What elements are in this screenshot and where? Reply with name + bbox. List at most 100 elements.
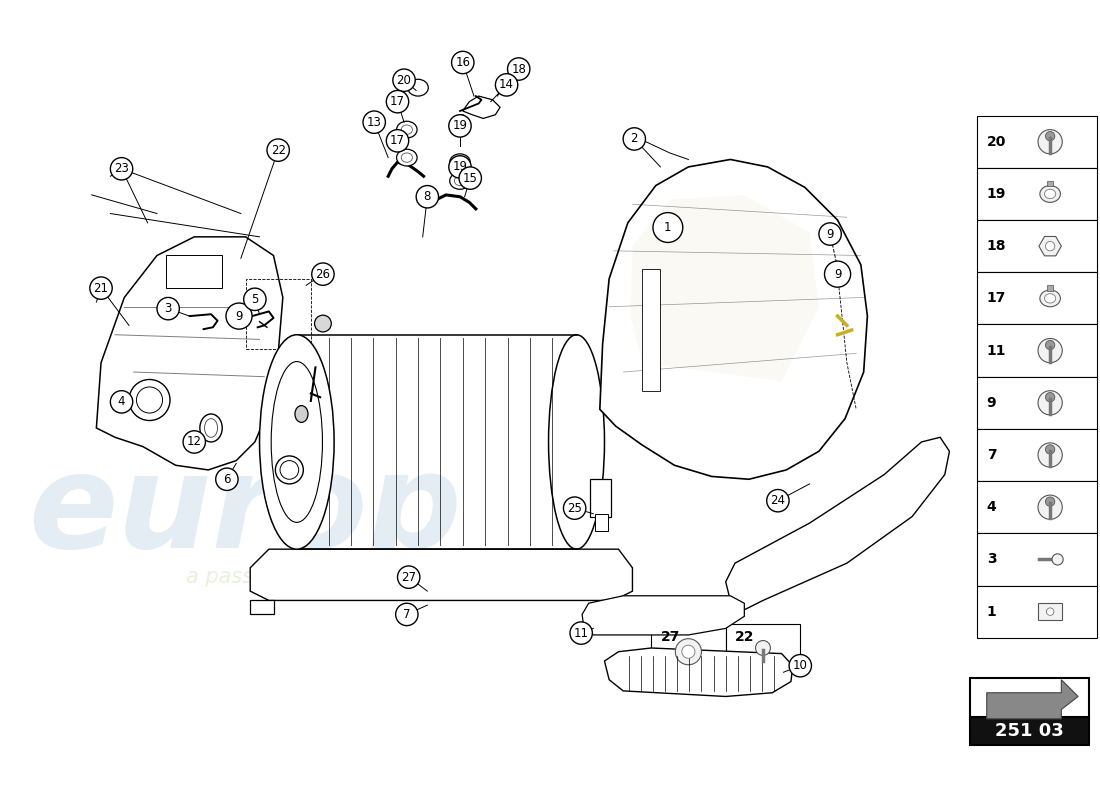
Ellipse shape bbox=[1045, 190, 1056, 198]
Text: 4: 4 bbox=[118, 395, 125, 408]
Ellipse shape bbox=[200, 414, 222, 442]
Circle shape bbox=[1045, 131, 1055, 141]
Text: 18: 18 bbox=[987, 239, 1007, 253]
Text: 9: 9 bbox=[987, 396, 997, 410]
Circle shape bbox=[507, 58, 530, 80]
Text: 23: 23 bbox=[114, 162, 129, 175]
Text: 22: 22 bbox=[735, 630, 755, 644]
Bar bbox=[978, 325, 1097, 377]
Circle shape bbox=[157, 298, 179, 320]
Circle shape bbox=[416, 186, 439, 208]
Polygon shape bbox=[630, 195, 818, 382]
Text: 14: 14 bbox=[499, 78, 514, 91]
Bar bbox=[978, 534, 1097, 586]
Polygon shape bbox=[463, 96, 500, 118]
Ellipse shape bbox=[1040, 186, 1060, 202]
Bar bbox=[978, 272, 1097, 325]
Text: 21: 21 bbox=[94, 282, 109, 294]
Text: 11: 11 bbox=[574, 626, 589, 639]
Bar bbox=[651, 624, 726, 672]
Bar bbox=[166, 255, 222, 288]
Text: a passion for parts since 1985: a passion for parts since 1985 bbox=[186, 567, 500, 587]
Circle shape bbox=[1038, 443, 1063, 467]
Text: 16: 16 bbox=[455, 56, 471, 69]
Text: 13: 13 bbox=[366, 116, 382, 129]
Bar bbox=[978, 220, 1097, 272]
Text: 11: 11 bbox=[987, 343, 1007, 358]
Text: 3: 3 bbox=[165, 302, 172, 315]
Polygon shape bbox=[582, 596, 745, 635]
Ellipse shape bbox=[280, 461, 299, 479]
Text: 12: 12 bbox=[187, 435, 201, 449]
Ellipse shape bbox=[397, 150, 417, 166]
Ellipse shape bbox=[450, 154, 470, 170]
Polygon shape bbox=[1038, 237, 1061, 256]
Ellipse shape bbox=[295, 406, 308, 422]
Polygon shape bbox=[641, 270, 660, 390]
Circle shape bbox=[1038, 338, 1063, 362]
Circle shape bbox=[216, 468, 238, 490]
Bar bbox=[978, 429, 1097, 481]
Circle shape bbox=[1045, 242, 1055, 251]
Circle shape bbox=[226, 303, 252, 329]
Ellipse shape bbox=[402, 125, 412, 134]
Text: 27: 27 bbox=[660, 630, 680, 644]
Circle shape bbox=[386, 90, 409, 113]
Circle shape bbox=[1046, 608, 1054, 615]
Circle shape bbox=[136, 387, 163, 413]
Circle shape bbox=[682, 645, 695, 658]
Text: 1: 1 bbox=[987, 605, 997, 618]
Circle shape bbox=[449, 114, 471, 137]
Ellipse shape bbox=[205, 418, 218, 438]
Bar bbox=[250, 599, 274, 614]
Circle shape bbox=[570, 622, 593, 644]
Polygon shape bbox=[97, 237, 283, 470]
Circle shape bbox=[459, 167, 482, 190]
Circle shape bbox=[244, 288, 266, 310]
Circle shape bbox=[1038, 130, 1063, 154]
Bar bbox=[726, 624, 801, 672]
Ellipse shape bbox=[1040, 290, 1060, 306]
Ellipse shape bbox=[549, 334, 605, 549]
Text: 9: 9 bbox=[834, 268, 842, 281]
Circle shape bbox=[183, 430, 206, 453]
Circle shape bbox=[653, 213, 683, 242]
Text: 20: 20 bbox=[987, 134, 1007, 149]
Text: europ: europ bbox=[29, 448, 462, 575]
Circle shape bbox=[563, 497, 586, 519]
Circle shape bbox=[675, 638, 702, 665]
Text: 10: 10 bbox=[793, 659, 807, 672]
Circle shape bbox=[396, 603, 418, 626]
Circle shape bbox=[110, 158, 133, 180]
Ellipse shape bbox=[408, 79, 428, 96]
Text: 15: 15 bbox=[463, 172, 477, 185]
Bar bbox=[595, 514, 608, 530]
Text: 9: 9 bbox=[235, 310, 243, 322]
Polygon shape bbox=[726, 438, 949, 610]
Bar bbox=[978, 481, 1097, 534]
Text: 8: 8 bbox=[424, 190, 431, 203]
Ellipse shape bbox=[272, 362, 322, 522]
Circle shape bbox=[363, 111, 385, 134]
Circle shape bbox=[623, 128, 646, 150]
Text: 251 03: 251 03 bbox=[996, 722, 1064, 740]
Polygon shape bbox=[987, 680, 1078, 719]
Text: 7: 7 bbox=[403, 608, 410, 621]
Text: 20: 20 bbox=[397, 74, 411, 86]
Text: 17: 17 bbox=[390, 95, 405, 108]
Text: 4: 4 bbox=[987, 500, 997, 514]
Text: 19: 19 bbox=[452, 119, 468, 132]
Text: 19: 19 bbox=[452, 161, 468, 174]
Text: 24: 24 bbox=[770, 494, 785, 507]
Circle shape bbox=[90, 277, 112, 299]
Circle shape bbox=[756, 641, 770, 655]
Text: 2: 2 bbox=[630, 133, 638, 146]
Text: 7: 7 bbox=[987, 448, 997, 462]
Circle shape bbox=[1038, 390, 1063, 415]
Bar bbox=[1038, 603, 1063, 620]
Circle shape bbox=[818, 223, 842, 246]
Circle shape bbox=[393, 69, 415, 91]
Polygon shape bbox=[605, 648, 793, 697]
Circle shape bbox=[789, 654, 812, 677]
Text: 3: 3 bbox=[987, 553, 997, 566]
